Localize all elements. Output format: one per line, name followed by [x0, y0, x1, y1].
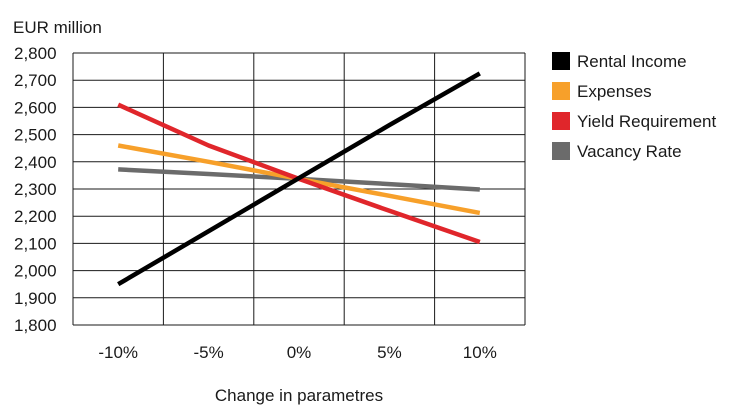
x-tick-label: 10%	[463, 343, 497, 362]
y-tick-labels: 1,800 1,900 2,000 2,100 2,200 2,300 2,400 2,500…	[14, 44, 57, 335]
y-tick-label: 2,300	[14, 180, 57, 199]
x-tick-label: -5%	[193, 343, 223, 362]
x-tick-label: 5%	[377, 343, 402, 362]
grid	[72, 52, 526, 326]
x-tick-label: 0%	[287, 343, 312, 362]
y-tick-label: 2,800	[14, 44, 57, 63]
y-tick-label: 2,500	[14, 126, 57, 145]
legend: Rental Income Expenses Yield Requirement Va…	[552, 52, 716, 161]
y-axis-label: EUR million	[13, 18, 102, 37]
x-tick-labels: -10% -5% 0% 5% 10%	[98, 343, 496, 362]
x-axis-label: Change in parametres	[215, 386, 383, 405]
legend-label: Expenses	[577, 82, 652, 101]
y-tick-label: 1,900	[14, 289, 57, 308]
legend-swatch	[552, 82, 570, 100]
series-line-rental-income	[117, 71, 481, 287]
x-tick-label: -10%	[98, 343, 138, 362]
legend-label: Vacancy Rate	[577, 142, 682, 161]
y-tick-label: 2,700	[14, 71, 57, 90]
y-tick-label: 1,800	[14, 316, 57, 335]
legend-label: Yield Requirement	[577, 112, 716, 131]
legend-swatch	[552, 142, 570, 160]
y-tick-label: 2,200	[14, 207, 57, 226]
legend-swatch	[552, 112, 570, 130]
y-tick-label: 2,600	[14, 98, 57, 117]
legend-label: Rental Income	[577, 52, 687, 71]
y-tick-label: 2,000	[14, 262, 57, 281]
y-tick-label: 2,100	[14, 234, 57, 253]
y-tick-label: 2,400	[14, 153, 57, 172]
legend-swatch	[552, 52, 570, 70]
series-lines	[117, 71, 481, 287]
